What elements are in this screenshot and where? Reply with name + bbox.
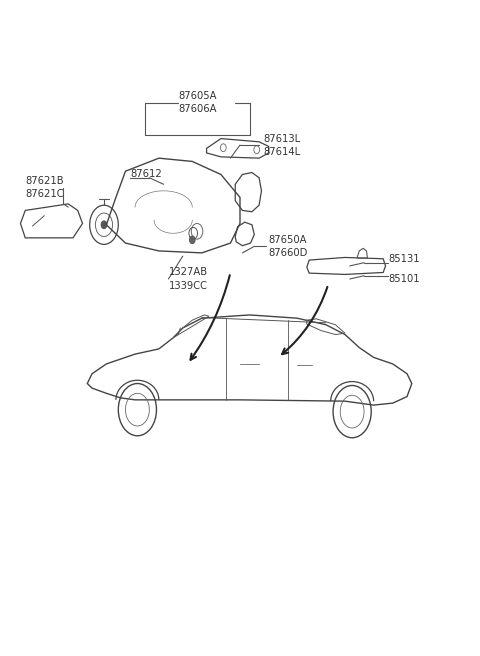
Circle shape (101, 221, 107, 229)
Text: 87660D: 87660D (269, 248, 308, 258)
Text: 87613L: 87613L (264, 134, 301, 144)
Text: 85101: 85101 (388, 274, 420, 284)
Text: 87621B: 87621B (25, 176, 64, 186)
Text: 1327AB: 1327AB (168, 268, 207, 277)
Text: 87606A: 87606A (178, 104, 216, 114)
Text: 87612: 87612 (130, 169, 162, 180)
Text: 1339CC: 1339CC (168, 281, 207, 291)
Text: 87650A: 87650A (269, 235, 307, 245)
Text: 85131: 85131 (388, 255, 420, 264)
Text: 87614L: 87614L (264, 147, 301, 157)
Text: 87605A: 87605A (178, 91, 216, 101)
Circle shape (190, 236, 195, 244)
Text: 87621C: 87621C (25, 189, 64, 199)
